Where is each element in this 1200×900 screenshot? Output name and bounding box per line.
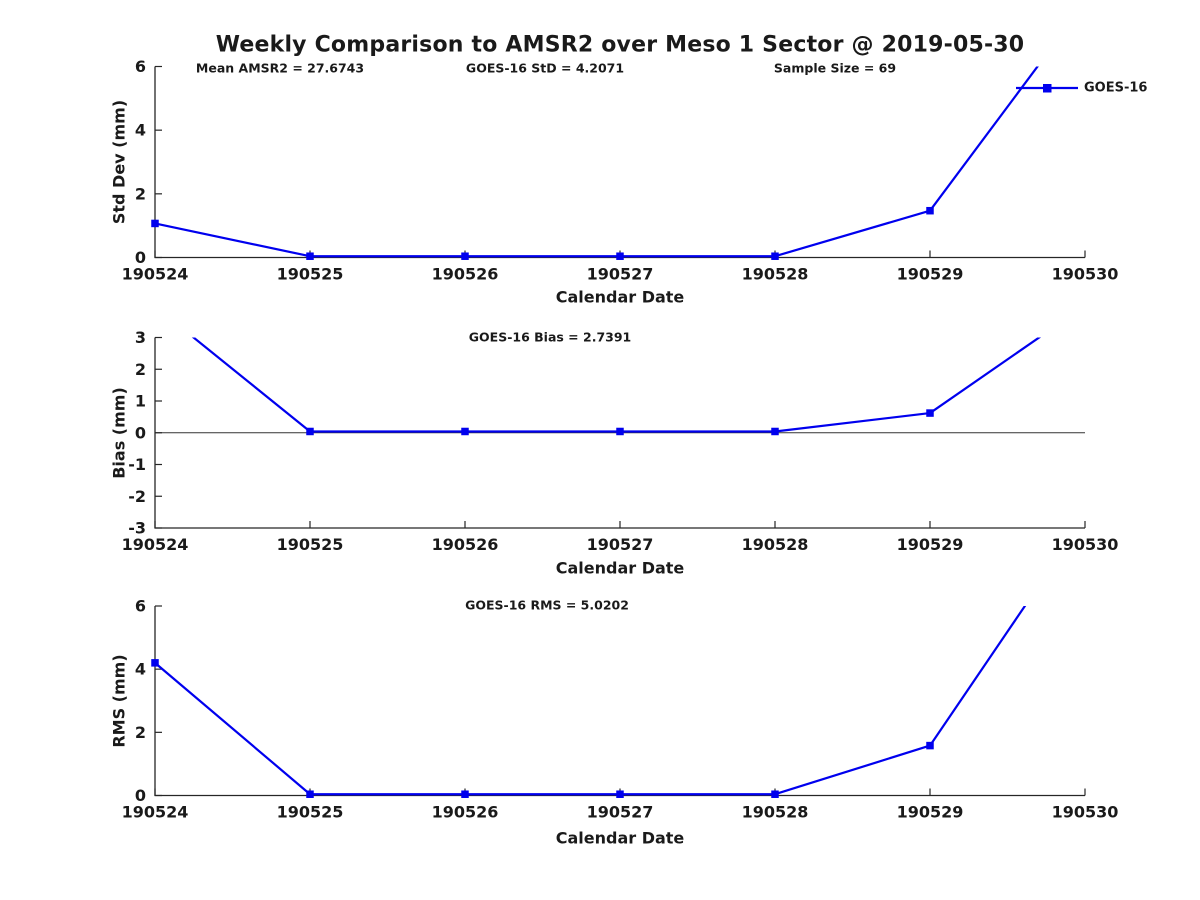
data-marker — [306, 790, 314, 798]
y-tick-label: 1 — [135, 392, 146, 411]
x-tick-label: 190528 — [742, 265, 809, 284]
annotation-mean-amsr2: Mean AMSR2 = 27.6743 — [195, 60, 365, 76]
y-tick-label: 0 — [135, 786, 146, 805]
x-tick-label: 190527 — [587, 535, 654, 554]
x-tick-label: 190530 — [1052, 535, 1119, 554]
data-line-goes16 — [191, 337, 1042, 433]
y-axis-label-stddev: Std Dev (mm) — [109, 99, 129, 225]
annotation-sample-size: Sample Size = 69 — [773, 60, 897, 76]
x-tick-label: 190524 — [122, 803, 189, 822]
x-tick-label: 190526 — [432, 265, 499, 284]
y-tick-label: 0 — [135, 423, 146, 442]
y-tick-label: 0 — [135, 248, 146, 267]
legend-marker-sample — [1043, 84, 1052, 93]
y-tick-label: -1 — [128, 455, 146, 474]
x-tick-label: 190527 — [587, 803, 654, 822]
data-marker — [926, 206, 934, 215]
x-tick-label: 190526 — [432, 535, 499, 554]
x-tick-label: 190529 — [897, 803, 964, 822]
data-marker — [461, 790, 469, 798]
annotation-goes16-rms: GOES-16 RMS = 5.0202 — [465, 597, 629, 613]
data-marker — [151, 659, 159, 667]
y-tick-label: -3 — [128, 519, 146, 538]
y-tick-label: 2 — [135, 184, 146, 203]
data-marker — [616, 790, 624, 798]
y-tick-label: 6 — [135, 57, 146, 76]
x-axis-label-rms: Calendar Date — [555, 828, 685, 848]
legend-label-goes16: GOES-16 — [1084, 80, 1148, 96]
y-tick-label: 2 — [135, 723, 146, 742]
data-marker — [306, 252, 314, 260]
data-marker — [461, 252, 469, 260]
x-tick-label: 190525 — [277, 535, 344, 554]
data-marker — [616, 427, 624, 436]
data-marker — [926, 409, 934, 417]
x-tick-label: 190525 — [277, 803, 344, 822]
y-tick-label: -2 — [128, 487, 146, 506]
data-marker — [461, 427, 469, 436]
data-marker — [771, 790, 779, 798]
figure-title: Weekly Comparison to AMSR2 over Meso 1 S… — [215, 32, 1025, 58]
x-tick-label: 190530 — [1052, 265, 1119, 284]
data-marker — [771, 252, 779, 260]
data-marker — [926, 741, 934, 750]
x-tick-label: 190530 — [1052, 803, 1119, 822]
y-tick-label: 2 — [135, 360, 146, 379]
data-marker — [151, 219, 159, 228]
data-marker — [616, 252, 624, 260]
x-tick-label: 190529 — [897, 265, 964, 284]
y-tick-label: 3 — [135, 328, 146, 347]
x-tick-label: 190526 — [432, 803, 499, 822]
x-axis-label-stddev: Calendar Date — [555, 287, 685, 307]
y-axis-label-bias: Bias (mm) — [109, 387, 129, 479]
data-marker — [306, 427, 314, 436]
x-tick-label: 190525 — [277, 265, 344, 284]
axes-frame — [154, 66, 1085, 259]
x-tick-label: 190529 — [897, 535, 964, 554]
annotation-goes16-bias: GOES-16 Bias = 2.7391 — [468, 329, 632, 345]
data-marker — [771, 427, 779, 436]
x-tick-label: 190528 — [742, 535, 809, 554]
x-axis-label-bias: Calendar Date — [555, 558, 685, 578]
annotation-goes16-std: GOES-16 StD = 4.2071 — [465, 60, 625, 76]
y-axis-label-rms: RMS (mm) — [109, 654, 129, 748]
x-tick-label: 190524 — [122, 535, 189, 554]
y-tick-label: 4 — [135, 660, 146, 679]
y-tick-label: 4 — [135, 121, 146, 140]
x-tick-label: 190528 — [742, 803, 809, 822]
x-tick-label: 190524 — [122, 265, 189, 284]
axes-frame — [154, 606, 1085, 797]
x-tick-label: 190527 — [587, 265, 654, 284]
y-tick-label: 6 — [135, 597, 146, 616]
